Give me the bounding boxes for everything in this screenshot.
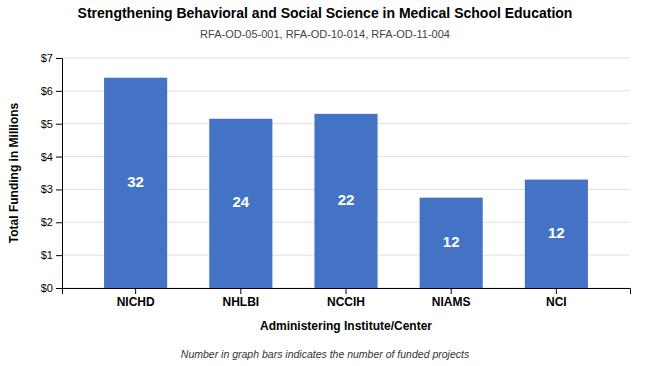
- bar: [104, 78, 167, 288]
- bar: [314, 114, 377, 288]
- y-tick: $4: [41, 151, 62, 163]
- x-axis: NICHD NHLBI NCCIH NIAMS NCI: [63, 288, 631, 309]
- bar-label: 12: [548, 224, 565, 241]
- y-tick: $3: [41, 183, 62, 195]
- y-axis-title: Total Funding in Millions: [7, 102, 21, 243]
- y-tick: $2: [41, 216, 62, 228]
- bar-label: 24: [232, 193, 249, 210]
- y-tick-label: $4: [41, 151, 53, 163]
- x-tick-mark: [556, 288, 557, 294]
- x-tick-mark: [346, 288, 347, 294]
- y-tick-label: $7: [41, 52, 53, 64]
- bar-label: 12: [443, 233, 460, 250]
- subtitle: RFA-OD-05-001, RFA-OD-10-014, RFA-OD-11-…: [200, 28, 450, 40]
- bar: [209, 119, 272, 288]
- x-tick: NICHD: [117, 288, 155, 309]
- y-tick-label: $1: [41, 249, 53, 261]
- x-tick-mark: [135, 288, 136, 294]
- y-tick-label: $5: [41, 118, 53, 130]
- y-tick-mark: [56, 124, 62, 125]
- y-tick-mark: [56, 91, 62, 92]
- chart: Strengthening Behavioral and Social Scie…: [0, 0, 650, 366]
- y-tick-mark: [56, 189, 62, 190]
- y-tick: $5: [41, 118, 62, 130]
- bar: [525, 180, 588, 288]
- x-tick-label: NICHD: [117, 295, 155, 309]
- y-tick-label: $2: [41, 216, 53, 228]
- bar: [420, 198, 483, 288]
- y-tick-label: $6: [41, 85, 53, 97]
- y-tick-mark: [56, 255, 62, 256]
- y-tick-label: $0: [41, 282, 53, 294]
- bar-label: 32: [127, 173, 144, 190]
- x-tick-label: NHLBI: [222, 295, 259, 309]
- y-tick-mark: [56, 58, 62, 59]
- x-axis-title: Administering Institute/Center: [260, 319, 432, 333]
- y-tick: $0: [41, 282, 62, 294]
- grid: [62, 58, 630, 288]
- x-tick: NCCIH: [327, 288, 365, 309]
- plot: $0 $1 $2 $3 $4 $5 $6 $7 NICHD NHLBI NCCIH NIAMS NCI 3…: [41, 52, 631, 309]
- x-tick: NHLBI: [222, 288, 259, 309]
- x-tick-mark: [451, 288, 452, 294]
- y-tick: $6: [41, 85, 62, 97]
- title: Strengthening Behavioral and Social Scie…: [78, 5, 573, 21]
- y-tick-label: $3: [41, 183, 53, 195]
- x-tick-label: NIAMS: [432, 295, 471, 309]
- x-tick-label: NCI: [546, 295, 567, 309]
- y-tick-mark: [56, 288, 62, 289]
- y-axis-line: [56, 59, 63, 289]
- bar-labels: 32 24 22 12 12: [127, 173, 564, 250]
- y-tick-mark: [56, 222, 62, 223]
- footnote: Number in graph bars indicates the numbe…: [181, 348, 470, 360]
- y-tick: $1: [41, 249, 62, 261]
- grid-line: [62, 58, 630, 59]
- y-tick: $7: [41, 52, 62, 64]
- x-tick: NIAMS: [432, 288, 471, 309]
- y-axis: $0 $1 $2 $3 $4 $5 $6 $7: [41, 52, 63, 294]
- y-tick-mark: [56, 157, 62, 158]
- x-tick: NCI: [546, 288, 567, 309]
- x-tick-label: NCCIH: [327, 295, 365, 309]
- x-axis-line: [63, 289, 631, 295]
- bars: [104, 78, 588, 288]
- bar-label: 22: [338, 191, 355, 208]
- x-tick-mark: [240, 288, 241, 294]
